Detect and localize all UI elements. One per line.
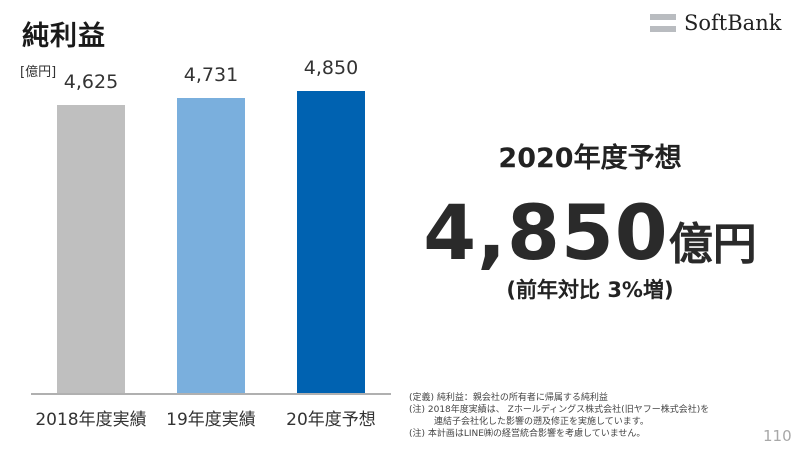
x-axis-line xyxy=(31,393,391,395)
forecast-heading: 2020年度予想 xyxy=(498,143,682,174)
forecast-yoy: (前年対比 3%増) xyxy=(506,278,674,302)
bar-chart: 4,625 4,731 4,850 2018年度実績 19年度実績 20年度予想 xyxy=(31,57,391,430)
bar-2020 xyxy=(297,91,365,393)
bar-value-label: 4,850 xyxy=(303,57,359,79)
bar-value-label: 4,625 xyxy=(63,71,119,93)
softbank-bars-icon xyxy=(650,14,676,32)
footnotes: (定義) 純利益：親会社の所有者に帰属する純利益 (注) 2018年度実績は、 … xyxy=(409,392,709,440)
y-axis-unit: [億円] xyxy=(20,65,57,80)
forecast-value: 4,850億円 xyxy=(420,188,760,277)
x-axis-category: 2018年度実績 xyxy=(35,410,147,430)
softbank-logo: SoftBank xyxy=(650,11,781,35)
forecast-number: 4,850 xyxy=(423,188,669,277)
bar-2019 xyxy=(177,98,245,393)
x-axis-category: 19年度実績 xyxy=(166,410,256,430)
slide-title: 純利益 xyxy=(22,21,106,52)
footnote: 連結子会社化した影響の遡及修正を実施しています。 xyxy=(434,417,649,427)
x-axis-category: 20年度予想 xyxy=(286,410,376,430)
bar-value-label: 4,731 xyxy=(183,64,239,86)
footnote: (注) 本計画はLINE㈱の経営統合影響を考慮していません。 xyxy=(409,429,646,439)
logo-text: SoftBank xyxy=(684,11,782,35)
footnote: (定義) 純利益：親会社の所有者に帰属する純利益 xyxy=(409,393,608,403)
forecast-unit: 億円 xyxy=(668,219,757,270)
page-number: 110 xyxy=(763,427,792,445)
footnote: (注) 2018年度実績は、 Zホールディングス株式会社(旧ヤフー株式会社)を xyxy=(409,405,710,415)
bar-2018 xyxy=(57,105,125,393)
